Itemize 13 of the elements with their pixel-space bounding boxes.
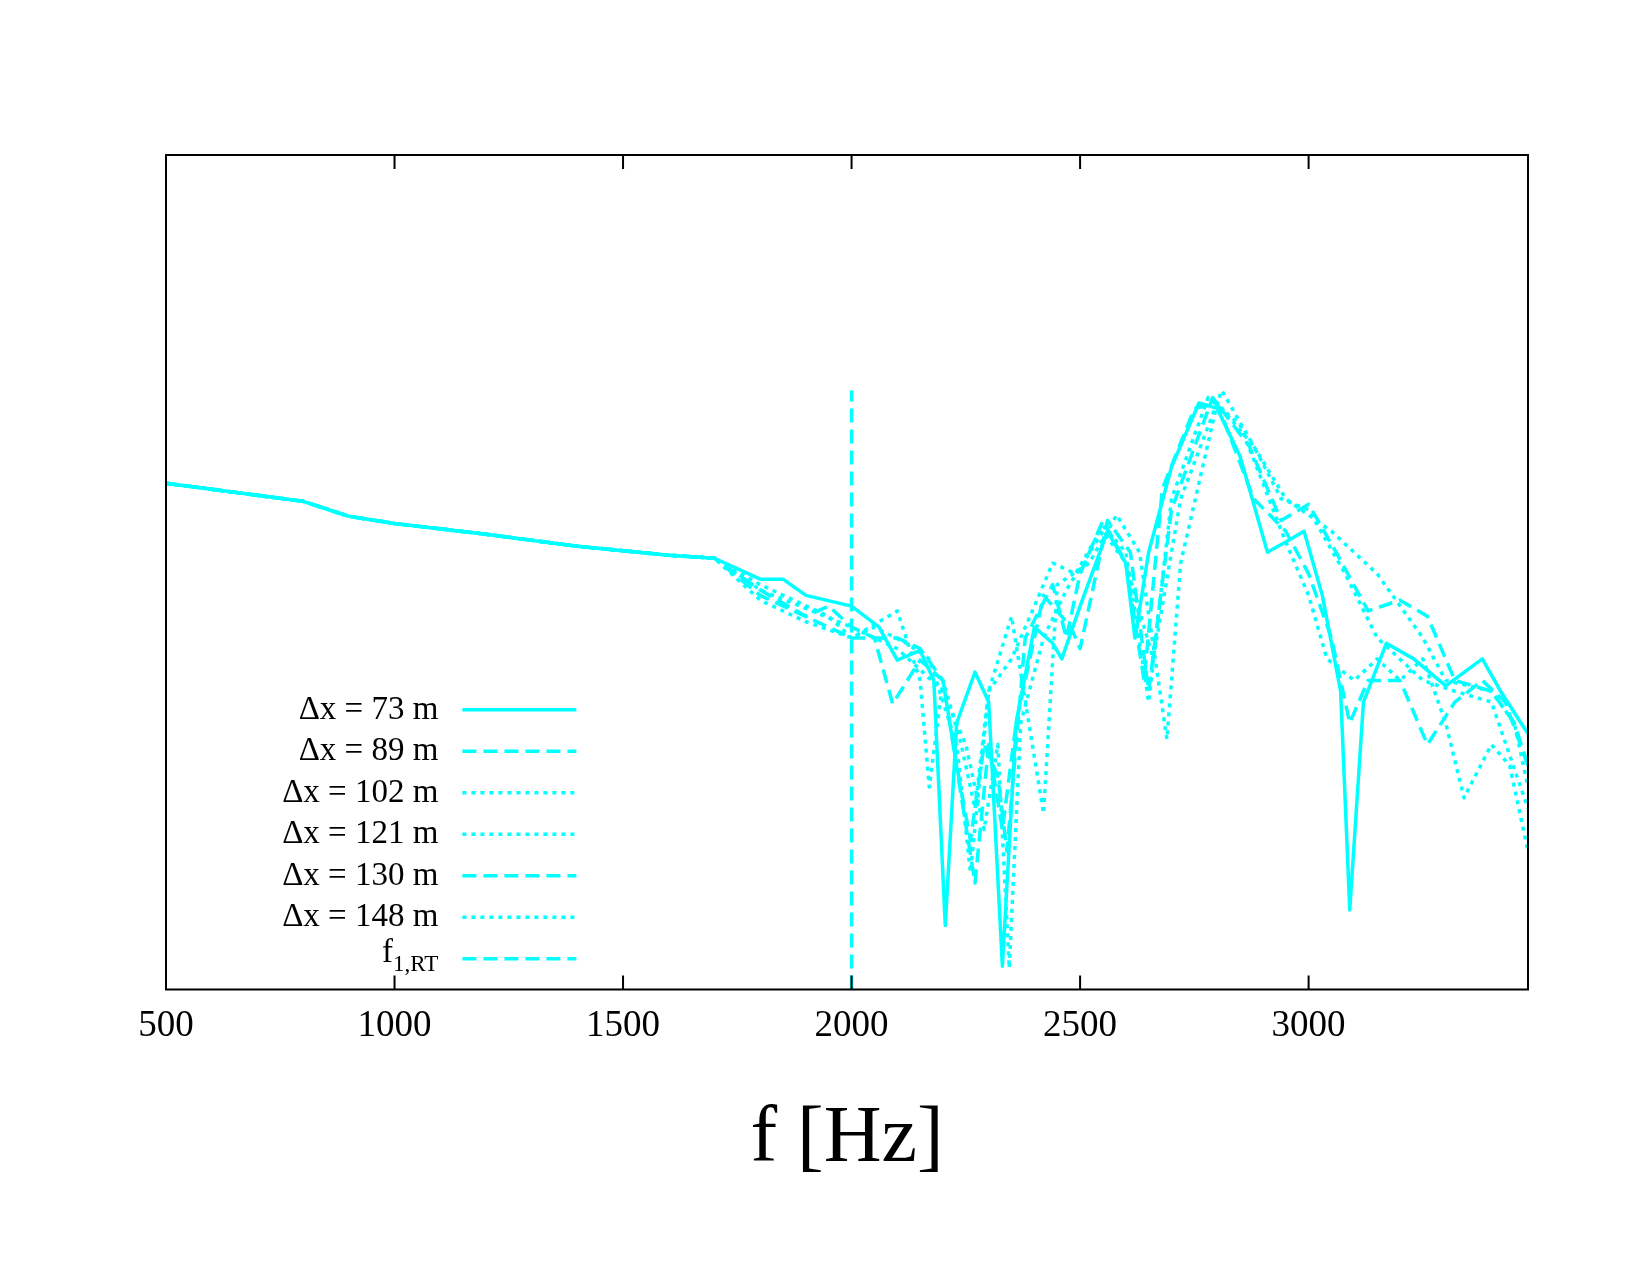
legend-label: Δx = 73 m — [298, 689, 439, 726]
x-tick-label: 2000 — [814, 1002, 889, 1044]
x-tick-label: 2500 — [1043, 1002, 1118, 1044]
legend-label: Δx = 148 m — [282, 897, 439, 934]
x-tick-label: 1000 — [357, 1002, 432, 1044]
x-axis-title: f [Hz] — [750, 1090, 944, 1179]
x-tick-label: 1500 — [586, 1002, 661, 1044]
x-tick-label: 3000 — [1271, 1002, 1346, 1044]
legend-label: Δx = 130 m — [282, 855, 439, 892]
legend-label: Δx = 102 m — [282, 772, 439, 809]
x-tick-label: 500 — [138, 1002, 194, 1044]
legend-label: Δx = 121 m — [282, 814, 439, 851]
legend-label: Δx = 89 m — [298, 731, 439, 768]
